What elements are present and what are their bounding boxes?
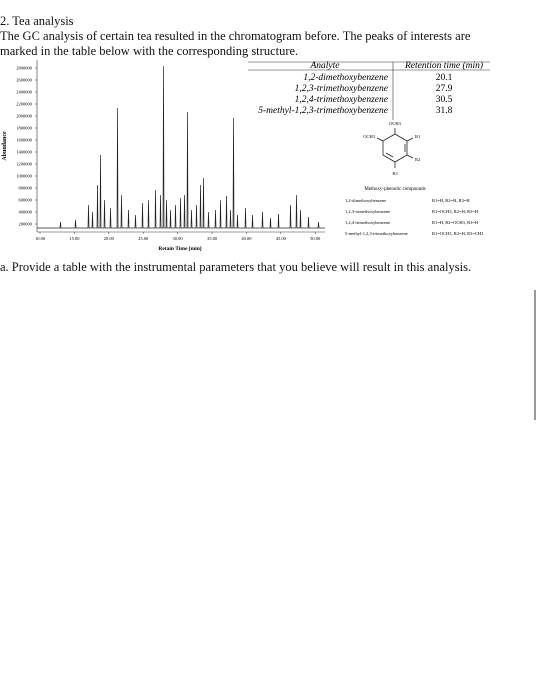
analyte: 1,2-dimethoxybenzene <box>303 73 388 83</box>
compound-substituents: R1=H, R2=H, R3=H <box>432 198 470 204</box>
y-tick-label: 800000 <box>19 186 33 191</box>
x-tick-label: 25.00 <box>138 236 149 241</box>
compound-name: 1,2,3-trimethoxybenzene <box>345 209 390 215</box>
y-tick-label: 600000 <box>19 198 33 203</box>
x-tick-label: 35.00 <box>207 236 218 241</box>
compound-substituents: R1=OCH3, R2=H, R3=CH3 <box>432 231 484 237</box>
compound-substituents: R1=H, R2=OCH3, R3=H <box>432 220 479 226</box>
x-tick-label: 30.00 <box>173 236 184 241</box>
x-tick-label: 15.00 <box>69 236 80 241</box>
chromatogram-trace <box>37 65 325 229</box>
compound-name: 1,2-dimethoxybenzene <box>345 198 386 204</box>
substituent: R2 <box>415 157 420 162</box>
table-header: Retention time (min) <box>404 60 483 71</box>
paragraph-line: marked in the table below with the corre… <box>0 44 299 58</box>
compound-name: 5-methyl-1,2,3-trimethoxybenzene <box>345 231 408 237</box>
retention-time: 27.9 <box>436 84 453 94</box>
scrollbar <box>534 290 536 420</box>
x-tick-label: 10.00 <box>35 236 46 241</box>
x-axis-label: Retain Time [min] <box>158 246 201 252</box>
figure: Abundance Retain Time [min] OCH3 OCH3 R1… <box>2 60 490 252</box>
structure-labels: OCH3 OCH3 R1 R2 R3 <box>363 121 420 176</box>
analyte: 1,2,4-trimethoxybenzene <box>295 95 388 105</box>
y-tick-label: 2200000 <box>16 102 33 107</box>
x-tick-label: 20.00 <box>104 236 115 241</box>
x-tick-label: 40.00 <box>241 236 252 241</box>
y-tick-label: 200000 <box>19 222 33 227</box>
y-tick-label: 2000000 <box>16 114 33 119</box>
y-tick-label: 1400000 <box>16 150 33 155</box>
y-tick-label: 2800000 <box>16 66 33 71</box>
substituent: R3 <box>392 171 398 176</box>
x-tick-label: 50.00 <box>310 236 321 241</box>
analyte: 1,2,3-trimethoxybenzene <box>295 84 388 94</box>
substituent: OCH3 <box>389 121 402 126</box>
y-tick-label: 400000 <box>19 210 33 215</box>
y-tick-label: 2400000 <box>16 90 33 95</box>
substituent: R1 <box>415 134 420 139</box>
y-axis-label: Abundance <box>2 131 8 161</box>
analyte: 5-methyl-1,2,3-trimethoxybenzene <box>258 106 388 116</box>
compound-caption: Methoxy-phenolic compounds <box>364 187 425 192</box>
y-tick-label: 1800000 <box>16 126 33 131</box>
y-tick-label: 2600000 <box>16 78 33 83</box>
compound-name: 1,2,4-trimethoxybenzene <box>345 220 390 226</box>
table-header: Analyte <box>309 61 339 71</box>
retention-time: 31.8 <box>436 106 453 116</box>
y-tick-label: 1200000 <box>16 162 33 167</box>
retention-time: 20.1 <box>436 73 453 83</box>
x-tick-label: 45.00 <box>276 236 287 241</box>
y-tick-label: 1600000 <box>16 138 33 143</box>
paragraph-line: The GC analysis of certain tea resulted … <box>0 29 471 43</box>
substituent: OCH3 <box>363 134 376 139</box>
structure <box>376 128 414 168</box>
retention-time: 30.5 <box>436 95 453 105</box>
section-heading: 2. Tea analysis <box>0 14 74 28</box>
y-tick-label: 1000000 <box>16 174 33 179</box>
question: a. Provide a table with the instrumental… <box>0 260 472 274</box>
compound-substituents: R1=OCH3, R2=H, R3=H <box>432 209 479 215</box>
